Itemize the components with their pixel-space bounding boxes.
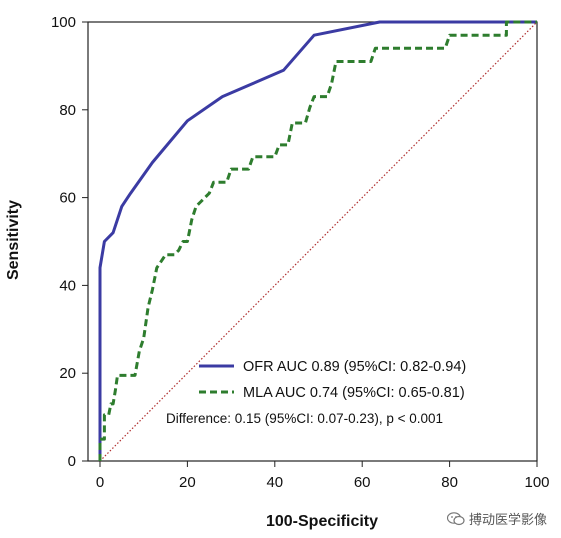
ofr-roc-curve bbox=[98, 20, 537, 461]
x-tick-label: 40 bbox=[266, 474, 283, 491]
y-tick-label: 20 bbox=[59, 365, 76, 382]
x-tick-label: 20 bbox=[179, 474, 196, 491]
legend-label-ofr: OFR AUC 0.89 (95%CI: 0.82-0.94) bbox=[243, 359, 466, 375]
wechat-icon bbox=[446, 511, 465, 526]
mla-roc-curve bbox=[98, 20, 537, 461]
watermark-text: 搏动医学影像 bbox=[468, 513, 547, 528]
x-tick-label: 60 bbox=[354, 474, 371, 491]
x-axis-title: 100-Specificity bbox=[266, 513, 378, 530]
y-tick-label: 0 bbox=[68, 453, 76, 470]
x-tick-label: 80 bbox=[441, 474, 458, 491]
difference-annotation: Difference: 0.15 (95%CI: 0.07-0.23), p <… bbox=[166, 411, 443, 426]
legend-label-mla: MLA AUC 0.74 (95%CI: 0.65-0.81) bbox=[243, 385, 465, 401]
y-axis-title: Sensitivity bbox=[5, 200, 22, 280]
legend: OFR AUC 0.89 (95%CI: 0.82-0.94) MLA AUC … bbox=[166, 359, 466, 426]
plot-frame bbox=[87, 21, 538, 462]
y-tick-label: 40 bbox=[59, 277, 76, 294]
axis-ticks: 0 20 40 60 80 100 0 20 40 60 80 100 bbox=[51, 14, 550, 491]
y-tick-label: 100 bbox=[51, 14, 76, 31]
watermark: 搏动医学影像 bbox=[446, 509, 547, 528]
y-tick-label: 60 bbox=[59, 190, 76, 207]
x-tick-label: 0 bbox=[96, 474, 104, 491]
y-tick-label: 80 bbox=[59, 102, 76, 119]
series-layer bbox=[98, 20, 538, 462]
x-tick-label: 100 bbox=[524, 474, 549, 491]
